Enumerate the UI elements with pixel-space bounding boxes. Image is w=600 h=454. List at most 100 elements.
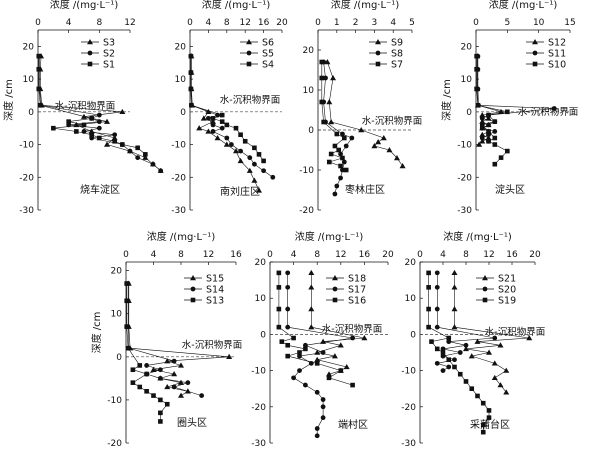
data-point: [440, 368, 446, 373]
legend-marker: [375, 39, 381, 45]
legend-marker: [332, 286, 338, 292]
data-point: [127, 148, 133, 154]
y-tick-label: -10: [401, 367, 416, 377]
data-point: [124, 281, 129, 286]
legend-label: S12: [548, 38, 566, 49]
data-point: [393, 155, 400, 161]
x-tick-label: 0: [473, 18, 479, 28]
region-title: 端村区: [338, 418, 368, 431]
legend-label: S10: [548, 60, 566, 71]
interface-label: 水-沉积物界面: [322, 323, 382, 335]
region-title: 圈头区: [177, 417, 207, 429]
data-point: [358, 127, 365, 133]
y-tick-label: 10: [405, 294, 417, 304]
data-point: [314, 361, 320, 366]
data-point: [463, 345, 469, 352]
data-point: [480, 422, 486, 428]
data-point: [251, 177, 258, 183]
data-point: [314, 433, 320, 439]
x-tick-label: 8: [463, 250, 469, 260]
data-point: [297, 368, 302, 373]
data-point: [297, 353, 302, 359]
x-tick-label: 8: [224, 18, 230, 28]
interface-label: 水-沉积物界面: [220, 94, 280, 106]
y-tick-label: 20: [23, 42, 35, 52]
x-axis-label: 浓度 /(mg·L⁻¹): [202, 0, 271, 11]
data-point: [457, 371, 463, 377]
data-point: [144, 388, 149, 394]
data-point: [150, 366, 157, 372]
x-tick-label: 4: [66, 18, 72, 28]
data-point: [426, 285, 431, 290]
data-point: [486, 138, 491, 144]
data-point: [479, 115, 485, 121]
y-axis-label: 深度 /cm: [2, 79, 15, 121]
legend-marker: [190, 275, 196, 281]
data-point: [210, 116, 216, 121]
data-point: [158, 397, 163, 403]
data-point: [111, 135, 118, 141]
data-point: [256, 187, 262, 193]
data-point: [135, 145, 140, 151]
y-tick-label: -20: [457, 173, 472, 183]
series-S16: [276, 270, 355, 388]
legend-marker: [190, 286, 196, 292]
data-point: [196, 125, 203, 131]
legend-label: S2: [103, 49, 115, 60]
data-point: [188, 53, 194, 59]
x-tick-label: 4: [206, 18, 212, 28]
data-point: [143, 152, 148, 157]
data-point: [247, 155, 253, 161]
data-point: [434, 270, 440, 276]
y-tick-label: 0: [28, 108, 34, 118]
x-tick-label: 3: [372, 18, 378, 28]
data-point: [112, 138, 117, 144]
x-tick-label: 5: [409, 18, 415, 28]
data-point: [285, 270, 291, 276]
data-point: [291, 375, 296, 381]
legend-marker: [375, 61, 381, 67]
data-point: [276, 285, 282, 290]
legend-marker: [246, 50, 252, 56]
data-point: [104, 118, 110, 124]
x-tick-label: 4: [390, 18, 396, 28]
data-point: [38, 102, 43, 108]
data-point: [157, 375, 163, 381]
legend-marker: [482, 297, 488, 303]
data-point: [210, 129, 216, 134]
y-tick-label: -10: [299, 166, 314, 176]
data-point: [171, 371, 178, 377]
data-point: [97, 135, 102, 141]
data-point: [320, 404, 326, 410]
data-point: [137, 363, 143, 368]
x-tick-label: 1: [334, 18, 340, 28]
data-point: [451, 306, 458, 312]
data-point: [486, 112, 491, 118]
data-point: [223, 141, 230, 147]
x-axis-label: 浓度 /(mg·L⁻¹): [147, 230, 216, 243]
data-point: [457, 350, 463, 355]
y-tick-label: 20: [461, 42, 473, 52]
legend-label: S17: [348, 285, 366, 296]
data-point: [505, 148, 510, 154]
data-point: [474, 66, 479, 72]
y-tick-label: -20: [171, 173, 186, 183]
data-point: [336, 147, 341, 153]
legend-label: S13: [206, 296, 224, 307]
series-line: [323, 61, 353, 195]
data-point: [350, 335, 355, 341]
data-point: [157, 367, 163, 373]
legend-marker: [87, 39, 93, 45]
data-point: [492, 335, 498, 341]
region-title: 枣林庄区: [345, 183, 385, 196]
interface-label: 水-沉积物界面: [362, 115, 422, 127]
data-point: [74, 129, 79, 134]
data-point: [468, 353, 475, 359]
data-point: [343, 167, 349, 173]
data-point: [332, 143, 338, 149]
data-point: [150, 161, 156, 167]
data-point: [96, 125, 102, 131]
data-point: [491, 360, 498, 366]
